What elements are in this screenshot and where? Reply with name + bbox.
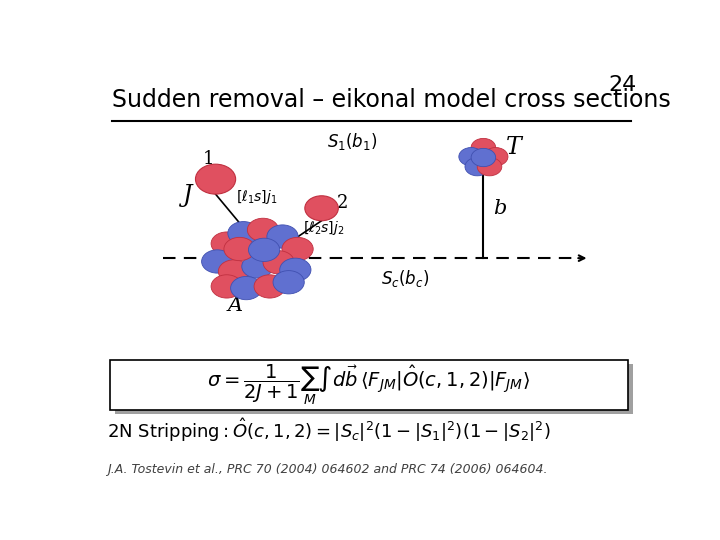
Circle shape [230,276,262,300]
Text: A: A [228,296,243,315]
Text: 1: 1 [203,150,215,168]
Circle shape [254,275,285,298]
Text: $\mathrm{2N\ Stripping} : \hat{O}(c,1,2) = |S_c|^2(1-|S_1|^2)(1-|S_2|^2)$: $\mathrm{2N\ Stripping} : \hat{O}(c,1,2)… [107,416,551,444]
Text: $S_1(b_1)$: $S_1(b_1)$ [327,131,377,152]
Text: J.A. Tostevin et al., PRC 70 (2004) 064602 and PRC 74 (2006) 064604.: J.A. Tostevin et al., PRC 70 (2004) 0646… [107,463,547,476]
Circle shape [248,238,280,261]
Circle shape [471,138,495,157]
FancyBboxPatch shape [114,364,634,414]
Text: $[\ell_2 s]j_2$: $[\ell_2 s]j_2$ [303,219,345,237]
Circle shape [263,251,294,274]
Text: $\sigma = \dfrac{1}{2J+1} \sum_M \int d\vec{b}\, \langle F_{JM}|\hat{O}(c,1,2)|F: $\sigma = \dfrac{1}{2J+1} \sum_M \int d\… [207,363,531,407]
Text: T: T [506,137,522,159]
Circle shape [211,232,243,255]
Circle shape [224,238,255,261]
Circle shape [483,147,508,166]
Circle shape [305,196,338,221]
Circle shape [459,147,483,166]
Text: $S_c(b_c)$: $S_c(b_c)$ [381,268,430,289]
FancyBboxPatch shape [109,360,629,410]
Circle shape [202,250,233,273]
Text: Sudden removal – eikonal model cross sections: Sudden removal – eikonal model cross sec… [112,87,671,112]
Circle shape [242,255,273,278]
Text: $[\ell_1 s]j_1$: $[\ell_1 s]j_1$ [236,188,278,206]
Text: 2: 2 [337,194,348,212]
Circle shape [228,221,259,245]
Circle shape [477,158,502,176]
Circle shape [465,158,490,176]
Circle shape [195,164,235,194]
Text: 24: 24 [608,75,637,95]
Text: J: J [183,184,192,207]
Circle shape [279,258,311,281]
Circle shape [211,275,243,298]
Circle shape [267,225,298,248]
Circle shape [273,271,305,294]
Circle shape [282,238,313,261]
Circle shape [471,148,495,167]
Circle shape [218,260,250,283]
Circle shape [248,218,279,241]
Text: b: b [493,199,507,218]
